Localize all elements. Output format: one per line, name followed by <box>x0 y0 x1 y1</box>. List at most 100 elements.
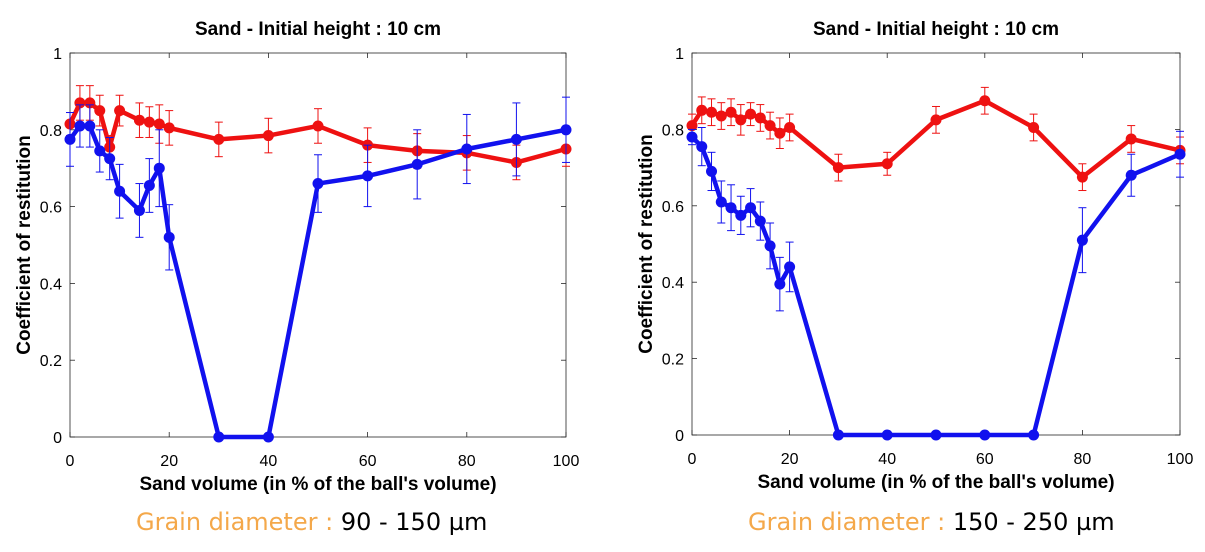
data-point <box>881 158 893 170</box>
data-point <box>706 106 718 118</box>
data-point <box>930 114 942 126</box>
data-point <box>74 120 86 132</box>
data-point <box>832 429 844 441</box>
data-point <box>735 114 747 126</box>
data-point <box>262 130 274 142</box>
y-axis-label: Coefficient of restitution <box>636 134 657 354</box>
data-point <box>979 429 991 441</box>
data-point <box>133 114 145 126</box>
plot-frame <box>69 52 567 438</box>
y-axis-label: Coefficient of restitution <box>14 135 35 355</box>
caption-left: Grain diameter : 90 - 150 µm <box>136 508 487 536</box>
series-blue <box>686 126 1186 441</box>
x-tick-label: 40 <box>260 453 278 470</box>
data-point <box>461 143 473 155</box>
caption-right: Grain diameter : 150 - 250 µm <box>748 508 1115 536</box>
caption-label: Grain diameter : <box>748 508 953 536</box>
data-point <box>312 120 324 132</box>
y-tick-label: 0.8 <box>40 123 62 140</box>
data-point <box>64 133 76 145</box>
data-point <box>1076 234 1088 246</box>
data-point <box>832 162 844 174</box>
y-tick-label: 0 <box>53 430 62 447</box>
data-point <box>754 215 766 227</box>
data-point <box>411 158 423 170</box>
data-point <box>1028 429 1040 441</box>
data-point <box>881 429 893 441</box>
series-red <box>686 86 1186 192</box>
data-point <box>706 165 718 177</box>
data-point <box>774 278 786 290</box>
series-line <box>689 134 1183 438</box>
data-point <box>686 131 698 143</box>
data-point <box>696 104 708 116</box>
x-tick-label: 60 <box>359 453 377 470</box>
x-tick-label: 80 <box>458 453 476 470</box>
data-point <box>1076 171 1088 183</box>
data-point <box>1125 133 1137 145</box>
data-point <box>725 202 737 214</box>
y-tick-label: 0 <box>675 428 684 445</box>
chart-title: Sand - Initial height : 10 cm <box>195 19 441 40</box>
x-tick-label: 100 <box>1167 451 1194 468</box>
y-tick-label: 1 <box>53 46 62 63</box>
data-point <box>94 145 106 157</box>
data-point <box>979 95 991 107</box>
y-tick-label: 1 <box>675 46 684 63</box>
data-point <box>362 170 374 182</box>
x-axis-label: Sand volume (in % of the ball's volume) <box>139 474 496 495</box>
data-point <box>84 120 96 132</box>
data-point <box>725 106 737 118</box>
x-tick-label: 80 <box>1074 451 1092 468</box>
data-point <box>104 153 116 165</box>
data-point <box>764 240 776 252</box>
data-point <box>774 127 786 139</box>
data-point <box>114 105 126 117</box>
data-point <box>686 120 698 132</box>
data-point <box>213 431 225 443</box>
data-point <box>745 202 757 214</box>
data-point <box>163 122 175 134</box>
data-point <box>784 261 796 273</box>
caption-value: 90 - 150 µm <box>340 508 488 536</box>
series-blue <box>64 96 572 443</box>
data-point <box>1028 121 1040 133</box>
data-point <box>143 179 155 191</box>
chart-left: Sand - Initial height : 10 cm 0 20 40 60 80 1 0… <box>14 19 579 495</box>
y-tick-label: 0.6 <box>662 199 684 216</box>
x-tick-label: 20 <box>781 451 799 468</box>
data-point <box>153 118 165 130</box>
data-point <box>510 133 522 145</box>
data-point <box>715 110 727 122</box>
caption-label: Grain diameter : <box>136 508 341 536</box>
data-point <box>94 105 106 117</box>
data-point <box>764 120 776 132</box>
data-point <box>312 178 324 190</box>
data-point <box>163 231 175 243</box>
data-point <box>114 185 126 197</box>
data-point <box>153 162 165 174</box>
x-axis-label: Sand volume (in % of the ball's volume) <box>757 472 1114 493</box>
data-point <box>133 204 145 216</box>
x-tick-label: 0 <box>688 451 697 468</box>
data-point <box>74 97 86 109</box>
x-tick-label: 60 <box>976 451 994 468</box>
y-tick-label: 0.2 <box>662 352 684 369</box>
y-tick-label: 0.6 <box>40 200 62 217</box>
data-point <box>262 431 274 443</box>
data-point <box>696 141 708 153</box>
y-tick-label: 0.4 <box>40 276 62 293</box>
data-point <box>735 209 747 221</box>
data-point <box>84 97 96 109</box>
chart-title: Sand - Initial height : 10 cm <box>813 19 1059 40</box>
x-tick-label: 40 <box>878 451 896 468</box>
data-point <box>213 133 225 145</box>
data-point <box>754 112 766 124</box>
y-tick-label: 0.8 <box>662 122 684 139</box>
y-tick-label: 0.4 <box>662 275 684 292</box>
y-tick-label: 0.2 <box>40 353 62 370</box>
data-point <box>1125 169 1137 181</box>
chart-right: Sand - Initial height : 10 cm0 20 40 60 80 10… <box>636 19 1194 493</box>
x-tick-label: 20 <box>160 453 178 470</box>
data-point <box>745 108 757 120</box>
